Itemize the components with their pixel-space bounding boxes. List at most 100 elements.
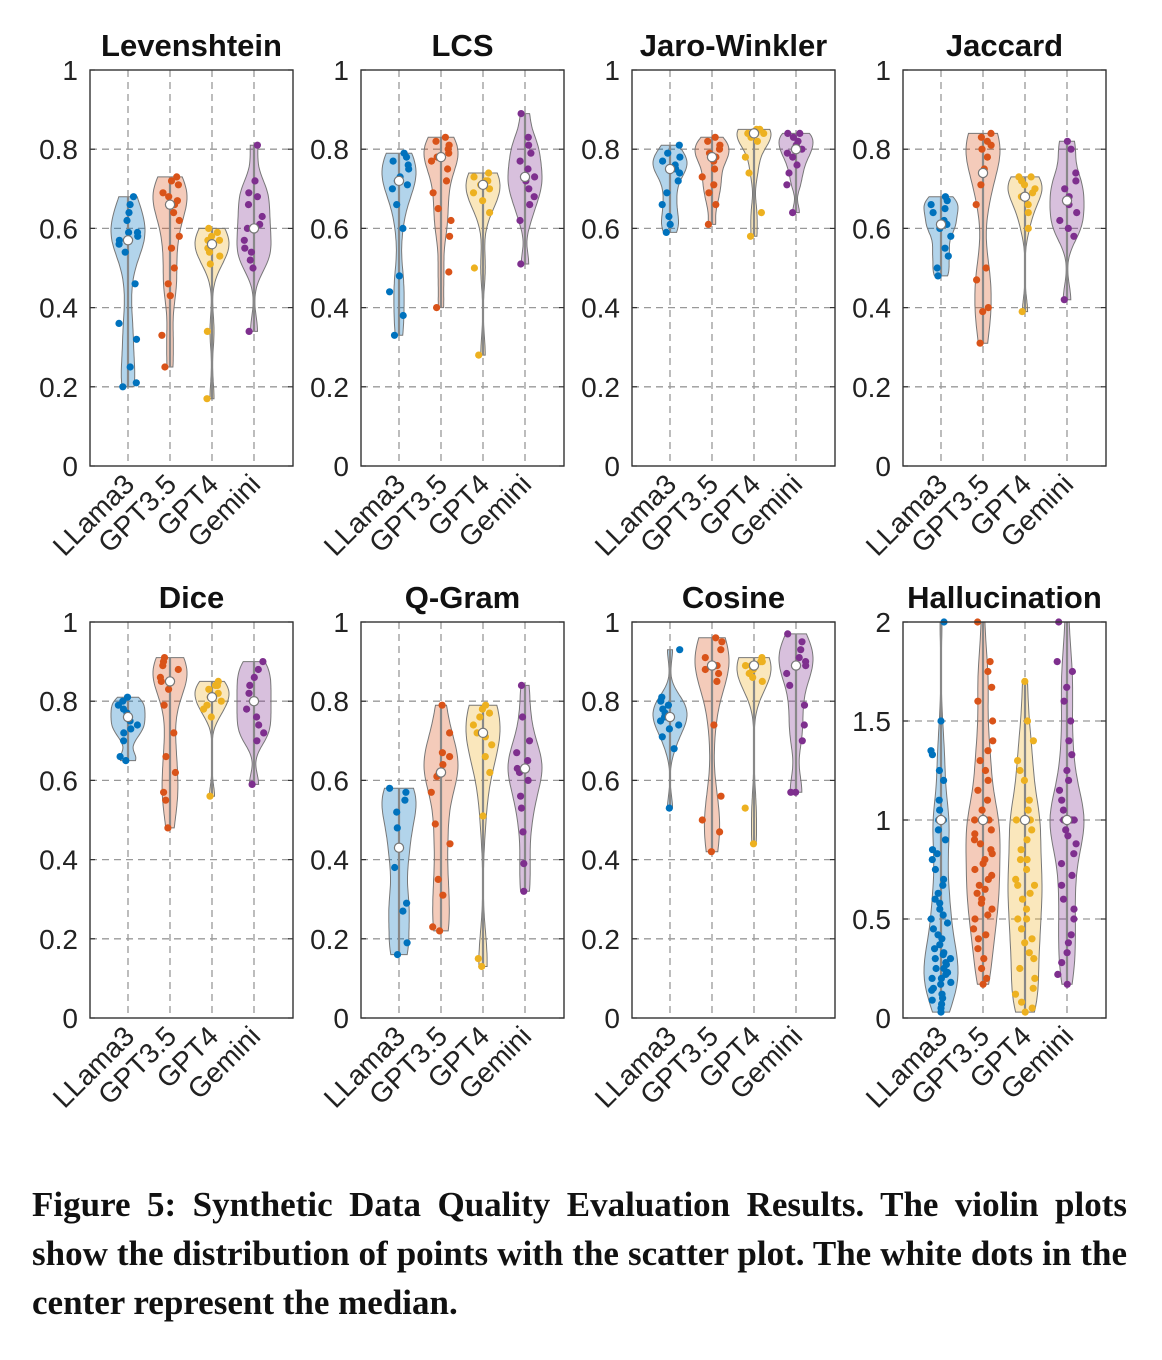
data-point — [1063, 137, 1071, 145]
series-gpt4 — [736, 125, 772, 240]
series-llama3 — [923, 618, 959, 1016]
data-point — [802, 658, 810, 666]
data-point — [941, 244, 949, 252]
data-point — [931, 895, 939, 903]
data-point — [486, 768, 494, 777]
median-marker — [977, 814, 989, 826]
data-point — [216, 252, 224, 260]
data-point — [1072, 177, 1080, 185]
median-marker — [248, 223, 260, 234]
data-point — [715, 669, 723, 678]
data-point — [1058, 881, 1066, 889]
data-point — [207, 713, 215, 721]
median-marker — [1019, 191, 1031, 202]
data-point — [386, 784, 394, 792]
data-point — [1012, 816, 1021, 824]
data-point — [658, 693, 666, 701]
data-point — [786, 681, 794, 690]
data-point — [929, 209, 937, 217]
median-marker — [122, 711, 134, 723]
data-point — [1061, 185, 1069, 193]
data-point — [716, 828, 724, 836]
data-point — [1060, 697, 1068, 705]
data-point — [403, 181, 411, 189]
series-gpt3-5 — [423, 133, 459, 312]
panel-title: Jaro-Winkler — [640, 28, 828, 63]
data-point — [530, 193, 538, 201]
data-point — [940, 875, 948, 884]
data-point — [159, 189, 167, 197]
data-point — [395, 272, 403, 280]
data-point — [658, 733, 666, 741]
data-point — [757, 209, 766, 217]
data-point — [436, 927, 444, 935]
data-point — [1068, 751, 1076, 759]
data-point — [676, 153, 684, 161]
data-point — [939, 911, 947, 919]
data-point — [115, 236, 123, 244]
median-marker — [206, 239, 218, 250]
series-gpt3-5 — [965, 129, 1001, 347]
data-point — [129, 193, 138, 201]
data-point — [133, 228, 142, 236]
data-point — [404, 161, 412, 169]
y-tick-label: 0.2 — [581, 924, 620, 955]
y-tick-label: 0.2 — [310, 924, 349, 955]
data-point — [707, 848, 716, 856]
data-point — [716, 141, 724, 149]
data-point — [520, 887, 528, 895]
data-point — [712, 201, 720, 209]
data-point — [1030, 955, 1038, 963]
data-point — [1018, 998, 1026, 1006]
data-point — [517, 110, 525, 118]
data-point — [1027, 173, 1035, 181]
data-point — [943, 919, 952, 927]
y-tick-label: 0.6 — [39, 213, 78, 244]
data-point — [524, 165, 532, 173]
median-marker — [164, 199, 176, 210]
data-point — [525, 141, 533, 149]
data-point — [933, 850, 941, 858]
data-point — [1021, 1008, 1029, 1016]
data-point — [939, 881, 947, 889]
median-marker — [393, 175, 405, 187]
data-point — [123, 216, 131, 225]
data-point — [947, 978, 955, 987]
y-tick-label: 0 — [604, 451, 620, 482]
series-gpt4 — [194, 224, 230, 403]
data-point — [516, 157, 524, 165]
series-llama3 — [381, 149, 417, 339]
median-marker — [477, 179, 489, 191]
data-point — [1056, 216, 1064, 225]
data-point — [944, 252, 952, 260]
data-point — [989, 717, 997, 725]
data-point — [1012, 875, 1020, 884]
median-marker — [519, 171, 531, 183]
y-tick-label: 0 — [62, 1003, 78, 1034]
series-gemini — [507, 110, 543, 268]
data-point — [253, 193, 261, 201]
data-point — [971, 830, 979, 838]
data-point — [972, 201, 980, 209]
data-point — [1024, 201, 1032, 209]
data-point — [1063, 766, 1071, 775]
data-point — [982, 931, 990, 939]
data-point — [513, 764, 521, 773]
data-point — [927, 915, 935, 923]
data-point — [253, 141, 261, 149]
data-point — [1029, 737, 1037, 745]
figure-caption: Figure 5: Synthetic Data Quality Evaluat… — [32, 1185, 1127, 1322]
data-point — [438, 701, 446, 709]
data-point — [446, 840, 454, 848]
data-point — [1072, 840, 1080, 848]
data-point — [749, 840, 758, 848]
series-gpt4 — [465, 169, 501, 359]
data-point — [937, 717, 945, 725]
data-point — [213, 228, 221, 236]
data-point — [795, 654, 803, 662]
data-point — [698, 816, 706, 824]
violin-figure: 00.20.40.60.81LLama3GPT3.5GPT4GeminiLeve… — [39, 28, 1107, 1114]
data-point — [1063, 949, 1071, 957]
data-point — [984, 667, 992, 676]
data-point — [1021, 677, 1029, 686]
